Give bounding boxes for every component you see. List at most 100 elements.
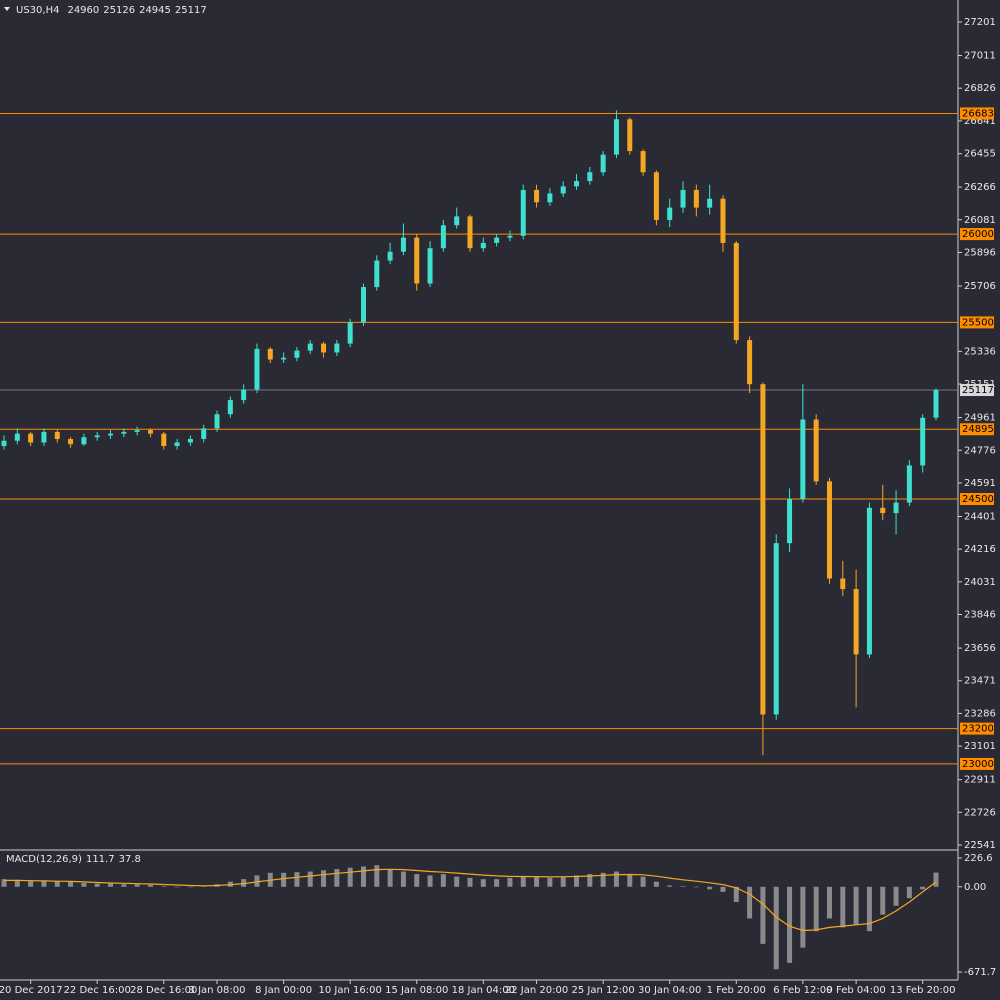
macd-bar — [400, 871, 406, 887]
candle-body — [800, 419, 806, 500]
y-tick-label: 23471 — [964, 676, 996, 687]
candle-body — [68, 438, 74, 445]
candle-body — [454, 216, 460, 226]
x-tick-label: 20 Dec 2017 — [0, 985, 63, 996]
macd-bar — [14, 879, 20, 887]
macd-bar — [254, 875, 260, 887]
level-tag — [960, 757, 994, 770]
macd-bar — [693, 886, 699, 888]
macd-bar — [747, 886, 753, 919]
macd-header: MACD(12,26,9) 111.7 37.8 — [6, 854, 141, 865]
macd-bar — [667, 885, 673, 887]
candle-body — [653, 172, 659, 220]
candle-body — [587, 172, 593, 182]
candle-body — [494, 237, 500, 243]
y-tick-label: 26081 — [964, 215, 996, 226]
macd-bar — [480, 879, 486, 887]
candle-body — [627, 119, 633, 152]
y-tick-label: 24591 — [964, 478, 996, 489]
macd-bar — [28, 880, 34, 887]
x-tick-label: 8 Jan 00:00 — [255, 985, 312, 996]
price-label: 25117 — [962, 385, 994, 396]
candle-body — [760, 384, 766, 715]
signal-value: 37.8 — [119, 854, 141, 865]
macd-bar — [640, 876, 646, 887]
macd-label: MACD(12,26,9) — [6, 854, 82, 865]
y-tick-label: 25706 — [964, 281, 996, 292]
candle-body — [28, 433, 34, 443]
level-label: 24500 — [962, 494, 994, 505]
y-tick-label: 23656 — [964, 643, 996, 654]
last-close: 25117 — [175, 5, 207, 16]
signal-line — [4, 868, 937, 932]
candle-body — [560, 186, 566, 194]
level-tag — [960, 107, 994, 120]
y-tick-label: 22911 — [964, 775, 996, 786]
macd-bar — [893, 886, 899, 906]
macd-bar — [334, 869, 340, 887]
macd-bar — [467, 877, 473, 887]
level-tag — [960, 722, 994, 735]
menu-arrow[interactable] — [4, 7, 10, 11]
macd-bar — [534, 877, 540, 887]
chart-header: US30,H4 24960 25126 24945 25117 — [16, 5, 207, 16]
x-tick-label: 3 Jan 08:00 — [189, 985, 246, 996]
candle-body — [893, 502, 899, 514]
y-tick-label: 24961 — [964, 413, 996, 424]
macd-bar — [201, 886, 207, 887]
candle-body — [480, 242, 486, 249]
candle-body — [880, 507, 886, 514]
candle-body — [933, 390, 939, 418]
candle-body — [547, 193, 553, 203]
y-tick-label: 25896 — [964, 247, 996, 258]
macd-bar — [547, 877, 553, 887]
level-tag — [960, 228, 994, 241]
candle-body — [866, 507, 872, 655]
macd-bar — [374, 865, 380, 887]
candle-body — [840, 578, 846, 590]
candle-body — [254, 348, 260, 390]
x-tick-label: 18 Jan 04:00 — [452, 985, 515, 996]
macd-bar — [494, 879, 500, 887]
candle-body — [81, 437, 87, 445]
macd-bar — [520, 876, 526, 887]
y-tick-label: 24776 — [964, 445, 996, 456]
candle-body — [920, 417, 926, 466]
macd-bar — [787, 886, 793, 963]
macd-bar — [800, 886, 806, 948]
y-tick-label: 24216 — [964, 544, 996, 555]
y-tick-label: 23286 — [964, 708, 996, 719]
macd-bar — [587, 874, 593, 887]
macd-bar — [707, 886, 713, 890]
candle-body — [174, 442, 180, 447]
macd-bar — [680, 886, 686, 887]
last-open: 24960 — [67, 5, 99, 16]
macd-bar — [414, 874, 420, 887]
macd-bar — [387, 869, 393, 887]
level-label: 23000 — [962, 759, 994, 770]
candle-body — [387, 251, 393, 261]
macd-bar — [440, 874, 446, 887]
macd-bar — [826, 886, 832, 919]
y-tick-label: 26266 — [964, 182, 996, 193]
macd-bar — [600, 872, 606, 887]
candle-body — [334, 343, 340, 353]
x-tick-label: 6 Feb 12:00 — [773, 985, 832, 996]
candle-body — [747, 340, 753, 385]
level-tag — [960, 493, 994, 506]
macd-bar — [241, 879, 247, 887]
y-tick-label: 24401 — [964, 511, 996, 522]
macd-bar — [321, 870, 327, 887]
last-high: 25126 — [103, 5, 135, 16]
y-tick-label: 22541 — [964, 840, 996, 851]
candle-body — [467, 216, 473, 249]
macd-bar — [906, 886, 912, 899]
y-tick-label: 25336 — [964, 346, 996, 357]
macd-bar — [720, 886, 726, 892]
macd-bar — [94, 883, 100, 887]
candle-body — [427, 248, 433, 284]
macd-bar — [187, 886, 193, 888]
x-tick-label: 10 Jan 16:00 — [319, 985, 382, 996]
candle-body — [707, 198, 713, 208]
candle-body — [321, 343, 327, 353]
